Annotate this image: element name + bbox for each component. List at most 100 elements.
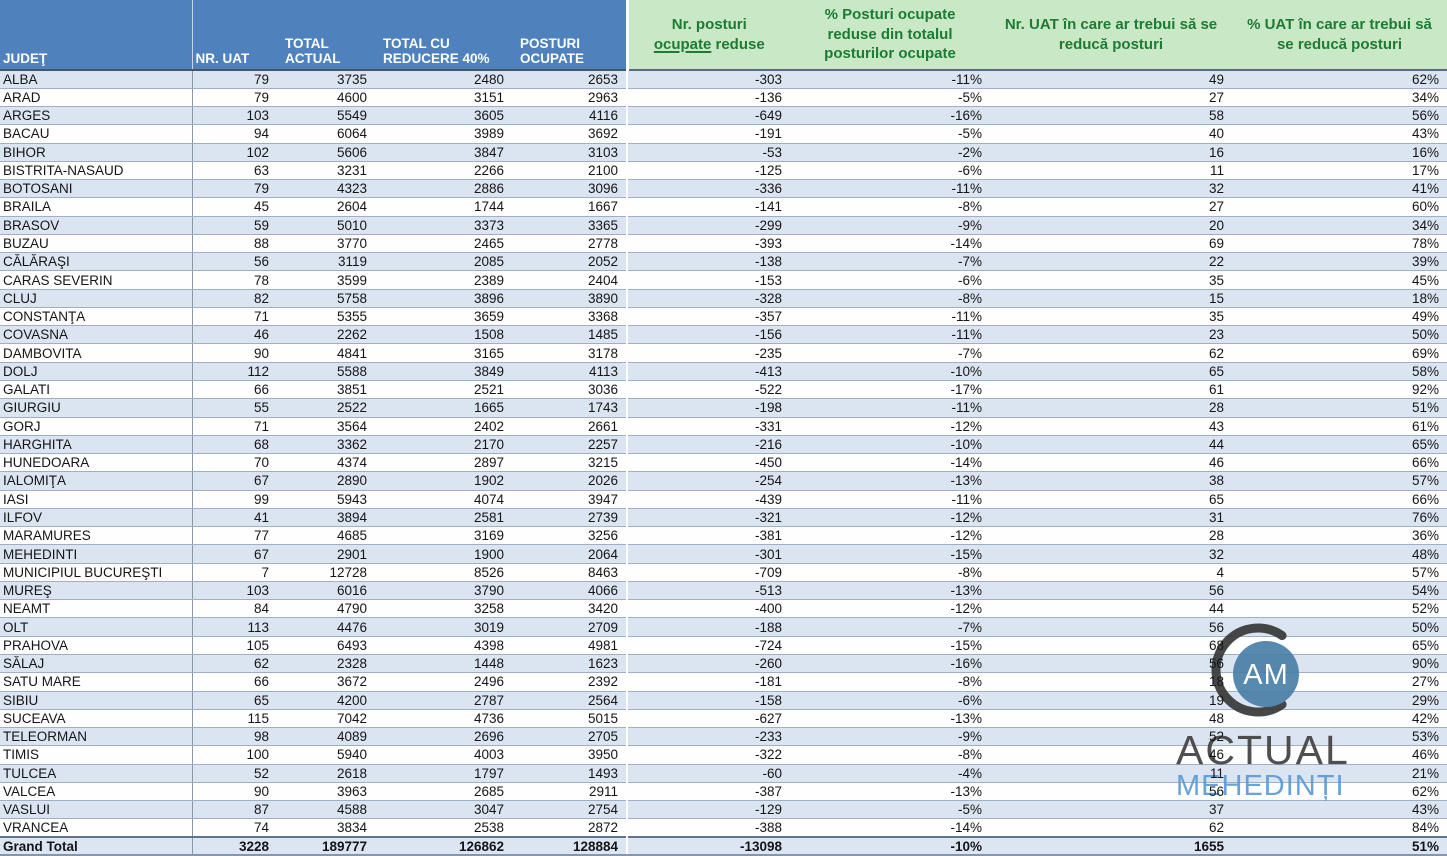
- total_actual-cell: 4476: [277, 617, 375, 637]
- nr_uat_reducere-cell: 18: [990, 672, 1232, 692]
- total_actual-cell: 5758: [277, 289, 375, 308]
- total_cu_reducere_40-cell: 3847: [375, 143, 512, 162]
- judet-cell: ARGES: [0, 106, 193, 126]
- pct_uat_reducere-cell: 92%: [1232, 380, 1447, 400]
- table-row: ARGES 103 5549 3605 4116 -649 -16% 58 56%: [0, 106, 1447, 126]
- posturi_ocupate-cell: 2963: [512, 88, 628, 108]
- nr_uat-cell: 67: [192, 471, 277, 491]
- pct_uat_reducere-cell: 62%: [1232, 70, 1447, 89]
- table-row: BRAILA 45 2604 1744 1667 -141 -8% 27 60%: [0, 197, 1447, 217]
- pct_posturi_reduse-cell: -10%: [790, 836, 990, 856]
- total_actual-cell: 3119: [277, 252, 375, 272]
- pct_uat_reducere-cell: 41%: [1232, 179, 1447, 199]
- posturi_ocupate-cell: 2872: [512, 818, 628, 838]
- nr_uat_reducere-cell: 20: [990, 216, 1232, 235]
- judet-cell: GORJ: [0, 417, 193, 436]
- total_cu_reducere_40-cell: 4398: [375, 636, 512, 656]
- nr_posturi_ocupate_reduse-cell: -522: [627, 380, 790, 400]
- nr_uat-cell: 98: [192, 727, 277, 747]
- total_actual-cell: 3564: [277, 417, 375, 436]
- nr_posturi_ocupate_reduse-cell: -153: [627, 270, 790, 290]
- nr_posturi_ocupate_reduse-cell: -381: [627, 526, 790, 546]
- nr_posturi_ocupate_reduse-cell: -299: [627, 216, 790, 235]
- pct_posturi_reduse-cell: -10%: [790, 362, 990, 382]
- nr_posturi_ocupate_reduse-cell: -198: [627, 398, 790, 418]
- total_actual-cell: 6493: [277, 636, 375, 656]
- posturi_ocupate-cell: 2052: [512, 252, 628, 272]
- nr_posturi_ocupate_reduse-cell: -303: [627, 70, 790, 89]
- nr_uat-cell: 90: [192, 343, 277, 363]
- total_actual-cell: 5010: [277, 216, 375, 235]
- total_cu_reducere_40-cell: 1448: [375, 654, 512, 674]
- judet-cell: TELEORMAN: [0, 727, 193, 747]
- pct_posturi_reduse-cell: -2%: [790, 143, 990, 162]
- nr_uat_reducere-cell: 48: [990, 709, 1232, 729]
- pct_uat_reducere-cell: 34%: [1232, 216, 1447, 235]
- total_cu_reducere_40-cell: 3373: [375, 216, 512, 235]
- nr_posturi_ocupate_reduse-cell: -129: [627, 800, 790, 820]
- table-row: HARGHITA 68 3362 2170 2257 -216 -10% 44 65%: [0, 435, 1447, 455]
- nr_posturi_ocupate_reduse-cell: -393: [627, 234, 790, 254]
- nr_uat-cell: 79: [192, 179, 277, 199]
- nr_uat-cell: 79: [192, 88, 277, 108]
- total_cu_reducere_40-cell: 1744: [375, 197, 512, 217]
- nr_uat_reducere-cell: 46: [990, 745, 1232, 765]
- total_actual-cell: 6064: [277, 124, 375, 144]
- nr_posturi_ocupate_reduse-cell: -158: [627, 691, 790, 710]
- table-row: CONSTANŢA 71 5355 3659 3368 -357 -11% 35 49%: [0, 307, 1447, 327]
- nr_posturi_ocupate_reduse-cell: -513: [627, 581, 790, 601]
- pct_posturi_reduse-cell: -13%: [790, 782, 990, 802]
- nr_uat_reducere-cell: 31: [990, 508, 1232, 528]
- column-header-total_actual: TOTAL ACTUAL: [277, 0, 375, 71]
- total_actual-cell: 3599: [277, 270, 375, 290]
- pct_uat_reducere-cell: 61%: [1232, 417, 1447, 436]
- table-header: JUDEŢ NR. UAT TOTAL ACTUAL TOTAL CU REDUCERE …: [0, 0, 1447, 71]
- table-row: MEHEDINTI 67 2901 1900 2064 -301 -15% 32 48%: [0, 544, 1447, 564]
- table-row: TIMIS 100 5940 4003 3950 -322 -8% 46 46%: [0, 745, 1447, 765]
- judet-cell: VRANCEA: [0, 818, 193, 838]
- pct_uat_reducere-cell: 56%: [1232, 106, 1447, 126]
- table-row: OLT 113 4476 3019 2709 -188 -7% 56 50%: [0, 617, 1447, 637]
- nr_uat_reducere-cell: 44: [990, 435, 1232, 455]
- nr_uat_reducere-cell: 49: [990, 70, 1232, 89]
- pct_posturi_reduse-cell: -8%: [790, 563, 990, 582]
- judet-cell: MUREŞ: [0, 581, 193, 601]
- judet-cell: HUNEDOARA: [0, 453, 193, 473]
- posturi_ocupate-cell: 3950: [512, 745, 628, 765]
- nr_uat-cell: 68: [192, 435, 277, 455]
- nr_posturi_ocupate_reduse-cell: -649: [627, 106, 790, 126]
- nr_uat_reducere-cell: 35: [990, 307, 1232, 327]
- posturi_ocupate-cell: 2739: [512, 508, 628, 528]
- judet-cell: BRASOV: [0, 216, 193, 235]
- total_actual-cell: 4600: [277, 88, 375, 108]
- nr_uat-cell: 113: [192, 617, 277, 637]
- nr_uat-cell: 102: [192, 143, 277, 162]
- pct_posturi_reduse-cell: -7%: [790, 343, 990, 363]
- total_actual-cell: 5940: [277, 745, 375, 765]
- table-row: GALATI 66 3851 2521 3036 -522 -17% 61 92%: [0, 380, 1447, 400]
- total_cu_reducere_40-cell: 2685: [375, 782, 512, 802]
- nr_uat-cell: 79: [192, 70, 277, 89]
- judet-cell: BRAILA: [0, 197, 193, 217]
- table-row: BIHOR 102 5606 3847 3103 -53 -2% 16 16%: [0, 143, 1447, 162]
- pct_posturi_reduse-cell: -13%: [790, 709, 990, 729]
- nr_posturi_ocupate_reduse-cell: -321: [627, 508, 790, 528]
- pct_posturi_reduse-cell: -12%: [790, 599, 990, 619]
- pct_uat_reducere-cell: 51%: [1232, 398, 1447, 418]
- nr_uat-cell: 87: [192, 800, 277, 820]
- posturi_ocupate-cell: 2026: [512, 471, 628, 491]
- table-row: IASI 99 5943 4074 3947 -439 -11% 65 66%: [0, 490, 1447, 509]
- table-row: MUREŞ 103 6016 3790 4066 -513 -13% 56 54%: [0, 581, 1447, 601]
- posturi_ocupate-cell: 3036: [512, 380, 628, 400]
- judet-cell: CLUJ: [0, 289, 193, 308]
- pct_posturi_reduse-cell: -16%: [790, 654, 990, 674]
- nr_posturi_ocupate_reduse-cell: -235: [627, 343, 790, 363]
- posturi_ocupate-cell: 1485: [512, 325, 628, 345]
- nr_posturi_ocupate_reduse-cell: -450: [627, 453, 790, 473]
- nr_uat-cell: 100: [192, 745, 277, 765]
- nr_posturi_ocupate_reduse-cell: -138: [627, 252, 790, 272]
- pct_uat_reducere-cell: 48%: [1232, 544, 1447, 564]
- nr_uat_reducere-cell: 28: [990, 526, 1232, 546]
- total_cu_reducere_40-cell: 2538: [375, 818, 512, 838]
- total_cu_reducere_40-cell: 3659: [375, 307, 512, 327]
